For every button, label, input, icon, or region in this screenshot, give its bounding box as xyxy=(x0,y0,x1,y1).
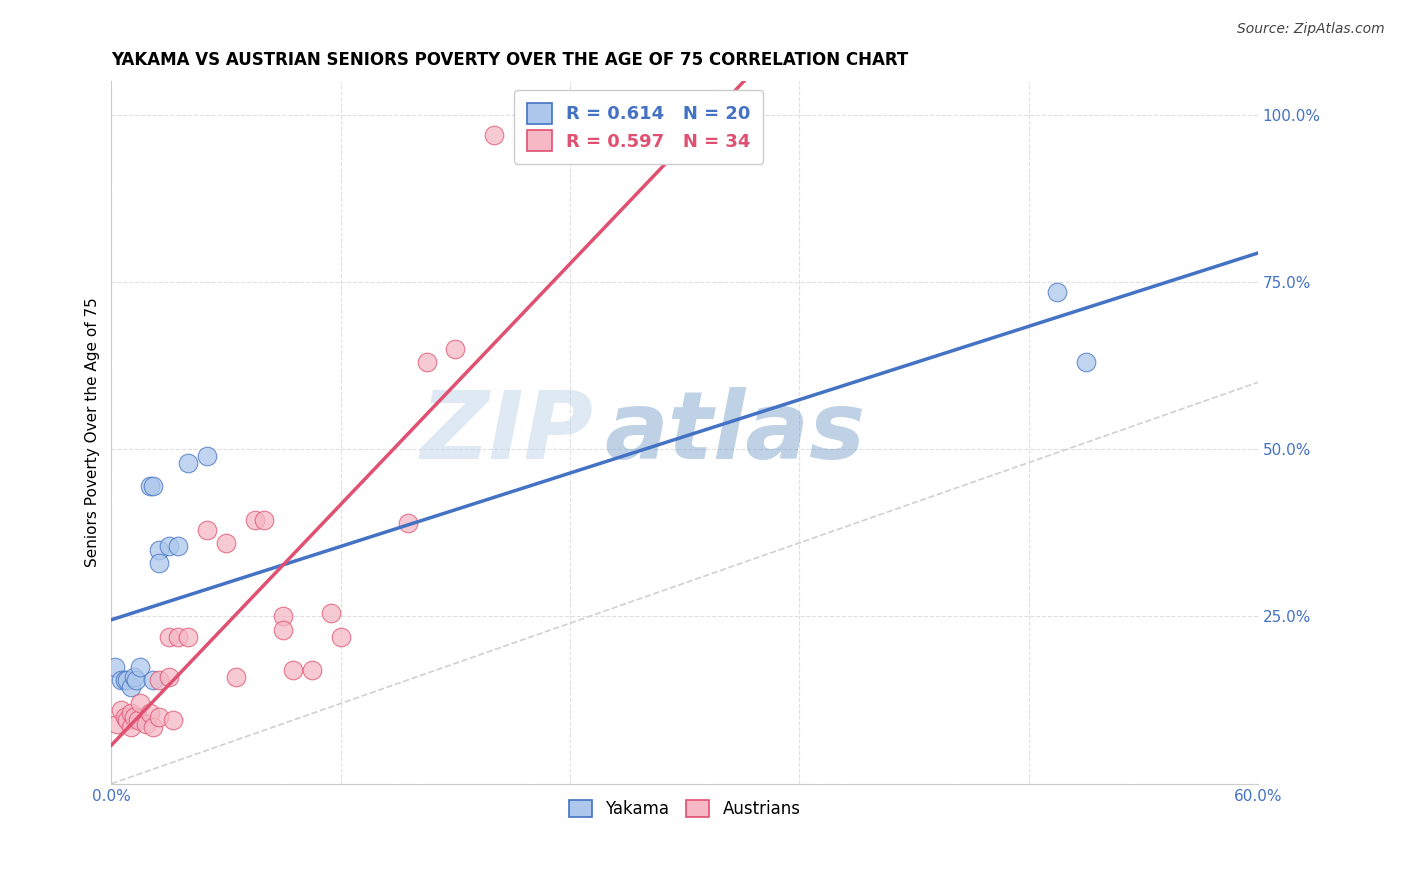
Point xyxy=(253,512,276,526)
Point xyxy=(138,706,160,721)
Point xyxy=(195,449,218,463)
Point xyxy=(273,609,295,624)
Point xyxy=(110,703,132,717)
Point xyxy=(177,456,200,470)
Point xyxy=(148,710,170,724)
Point xyxy=(120,680,142,694)
Point xyxy=(127,713,149,727)
Point xyxy=(115,673,138,687)
Point xyxy=(167,630,190,644)
Point xyxy=(115,713,138,727)
Point xyxy=(135,716,157,731)
Point xyxy=(120,706,142,721)
Point xyxy=(195,523,218,537)
Point xyxy=(142,720,165,734)
Point xyxy=(120,720,142,734)
Point xyxy=(138,479,160,493)
Point xyxy=(157,539,180,553)
Point xyxy=(177,630,200,644)
Point xyxy=(104,659,127,673)
Point xyxy=(114,710,136,724)
Point xyxy=(215,536,238,550)
Point xyxy=(1046,285,1069,299)
Point xyxy=(273,623,295,637)
Point xyxy=(127,710,149,724)
Text: ZIP: ZIP xyxy=(420,386,593,478)
Text: Source: ZipAtlas.com: Source: ZipAtlas.com xyxy=(1237,22,1385,37)
Text: atlas: atlas xyxy=(605,386,866,478)
Point xyxy=(129,697,152,711)
Point xyxy=(142,673,165,687)
Point xyxy=(1074,355,1097,369)
Point xyxy=(167,539,190,553)
Point xyxy=(157,630,180,644)
Point xyxy=(157,670,180,684)
Point xyxy=(125,673,148,687)
Point xyxy=(225,670,247,684)
Point xyxy=(482,128,505,142)
Point xyxy=(162,713,184,727)
Point xyxy=(148,673,170,687)
Point xyxy=(444,342,467,356)
Point xyxy=(124,710,146,724)
Y-axis label: Seniors Poverty Over the Age of 75: Seniors Poverty Over the Age of 75 xyxy=(86,298,100,567)
Point xyxy=(114,673,136,687)
Point xyxy=(124,670,146,684)
Legend: Yakama, Austrians: Yakama, Austrians xyxy=(562,793,807,824)
Point xyxy=(396,516,419,530)
Point xyxy=(281,663,304,677)
Point xyxy=(321,606,343,620)
Point xyxy=(110,673,132,687)
Text: YAKAMA VS AUSTRIAN SENIORS POVERTY OVER THE AGE OF 75 CORRELATION CHART: YAKAMA VS AUSTRIAN SENIORS POVERTY OVER … xyxy=(111,51,908,69)
Point xyxy=(142,479,165,493)
Point xyxy=(415,355,437,369)
Point xyxy=(301,663,323,677)
Point xyxy=(243,512,266,526)
Point xyxy=(105,716,128,731)
Point xyxy=(148,542,170,557)
Point xyxy=(329,630,352,644)
Point xyxy=(129,659,152,673)
Point xyxy=(148,556,170,570)
